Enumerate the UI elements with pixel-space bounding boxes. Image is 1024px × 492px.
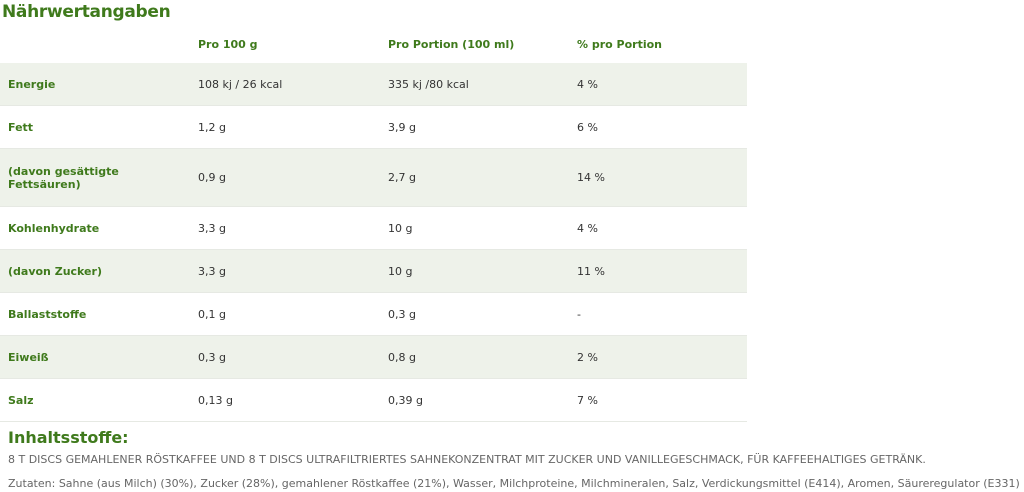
table-row: Energie 108 kj / 26 kcal 335 kj /80 kcal 4 …	[0, 63, 747, 106]
nutrient-value: 108 kj / 26 kcal	[187, 63, 377, 106]
nutrient-label: Energie	[0, 63, 187, 106]
nutrient-value: 11 %	[566, 249, 747, 293]
header-cell: % pro Portion	[577, 37, 662, 51]
nutrient-label: (davon Zucker)	[0, 249, 187, 293]
page-title: Nährwertangaben	[2, 2, 171, 22]
nutrient-value: 6 %	[566, 105, 747, 149]
table-row: (davon Zucker) 3,3 g 10 g 11 %	[0, 249, 747, 293]
nutrient-value: 1,2 g	[187, 105, 377, 149]
nutrient-value: 0,1 g	[187, 292, 377, 336]
nutrient-value: 2 %	[566, 335, 747, 379]
nutrient-label: (davon gesättigte Fettsäuren)	[0, 148, 187, 207]
nutrient-value: 335 kj /80 kcal	[377, 63, 566, 106]
ingredients-list: Zutaten: Sahne (aus Milch) (30%), Zucker…	[8, 477, 1020, 490]
header-cell: Pro Portion (100 ml)	[388, 37, 515, 51]
ingredients-title: Inhaltsstoffe:	[8, 428, 129, 447]
nutrient-value: 0,39 g	[377, 378, 566, 422]
nutrient-value: 3,9 g	[377, 105, 566, 149]
nutrient-value: 4 %	[566, 63, 747, 106]
nutrient-label: Ballaststoffe	[0, 292, 187, 336]
nutrient-value: 0,9 g	[187, 148, 377, 207]
nutrient-value: 7 %	[566, 378, 747, 422]
nutrient-label: Kohlenhydrate	[0, 206, 187, 250]
nutrient-value: 2,7 g	[377, 148, 566, 207]
nutrient-label: Eiweiß	[0, 335, 187, 379]
nutrient-value: 10 g	[377, 206, 566, 250]
nutrient-value: 0,3 g	[187, 335, 377, 379]
nutrient-value: -	[566, 292, 747, 336]
nutrient-value: 0,8 g	[377, 335, 566, 379]
nutrition-table: Pro 100 g Pro Portion (100 ml) % pro Por…	[0, 25, 747, 422]
header-cell	[0, 25, 187, 63]
table-header: Pro 100 g Pro Portion (100 ml) % pro Por…	[0, 25, 747, 63]
nutrient-value: 0,13 g	[187, 378, 377, 422]
nutrient-value: 3,3 g	[187, 206, 377, 250]
nutrient-value: 3,3 g	[187, 249, 377, 293]
nutrient-value: 14 %	[566, 148, 747, 207]
nutrient-label: Fett	[0, 105, 187, 149]
table-row: Ballaststoffe 0,1 g 0,3 g-	[0, 292, 747, 336]
nutrient-value: 4 %	[566, 206, 747, 250]
nutrient-label: Salz	[0, 378, 187, 422]
header-cell: Pro 100 g	[198, 37, 258, 51]
nutrient-value: 0,3 g	[377, 292, 566, 336]
nutrient-value: 10 g	[377, 249, 566, 293]
ingredients-summary: 8 T DISCS GEMAHLENER RÖSTKAFFEE UND 8 T …	[8, 453, 926, 466]
